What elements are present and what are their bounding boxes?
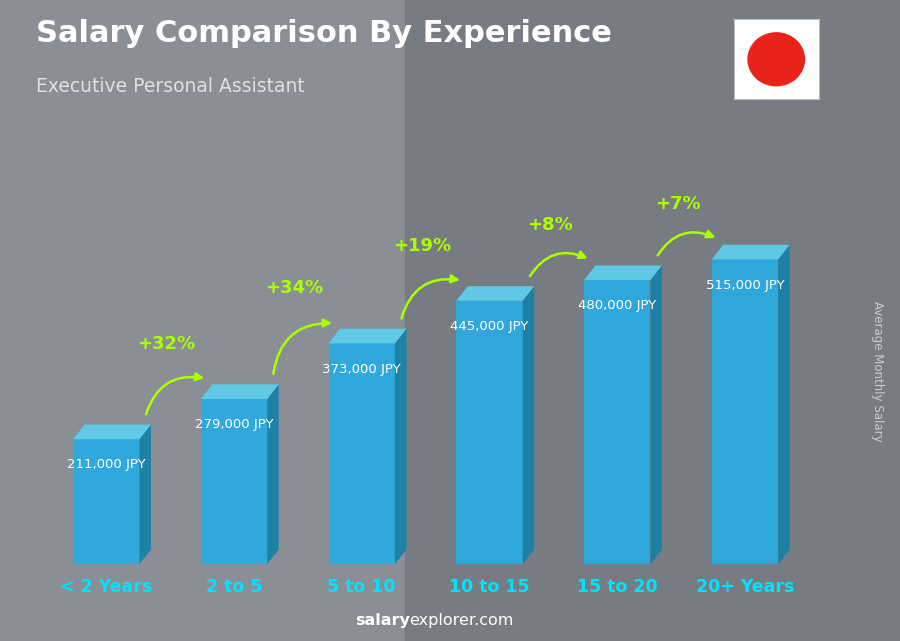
Polygon shape xyxy=(73,439,140,564)
Polygon shape xyxy=(584,265,662,280)
Polygon shape xyxy=(778,245,789,564)
Polygon shape xyxy=(73,424,151,439)
Polygon shape xyxy=(651,265,661,564)
Polygon shape xyxy=(584,280,651,564)
Polygon shape xyxy=(712,245,789,260)
Text: 211,000 JPY: 211,000 JPY xyxy=(67,458,146,472)
Text: 480,000 JPY: 480,000 JPY xyxy=(578,299,656,312)
Polygon shape xyxy=(523,286,535,564)
Polygon shape xyxy=(140,424,151,564)
Text: Executive Personal Assistant: Executive Personal Assistant xyxy=(36,77,305,96)
Text: 515,000 JPY: 515,000 JPY xyxy=(706,279,784,292)
Text: salary: salary xyxy=(355,613,410,628)
Bar xyxy=(405,0,900,641)
Polygon shape xyxy=(395,329,407,564)
Text: +7%: +7% xyxy=(655,196,700,213)
Polygon shape xyxy=(456,301,523,564)
Text: Average Monthly Salary: Average Monthly Salary xyxy=(871,301,884,442)
Text: +8%: +8% xyxy=(527,216,572,234)
Text: Salary Comparison By Experience: Salary Comparison By Experience xyxy=(36,19,612,48)
Text: +19%: +19% xyxy=(393,237,451,254)
Text: 373,000 JPY: 373,000 JPY xyxy=(322,363,401,376)
Text: 279,000 JPY: 279,000 JPY xyxy=(194,418,274,431)
Text: explorer.com: explorer.com xyxy=(410,613,514,628)
Polygon shape xyxy=(201,399,267,564)
Polygon shape xyxy=(712,260,778,564)
Circle shape xyxy=(748,33,805,86)
Polygon shape xyxy=(267,385,279,564)
Polygon shape xyxy=(328,344,395,564)
Polygon shape xyxy=(201,385,279,399)
Polygon shape xyxy=(456,286,535,301)
Text: 445,000 JPY: 445,000 JPY xyxy=(450,320,528,333)
Text: +32%: +32% xyxy=(138,335,195,353)
Text: +34%: +34% xyxy=(266,279,323,297)
Polygon shape xyxy=(328,329,407,344)
